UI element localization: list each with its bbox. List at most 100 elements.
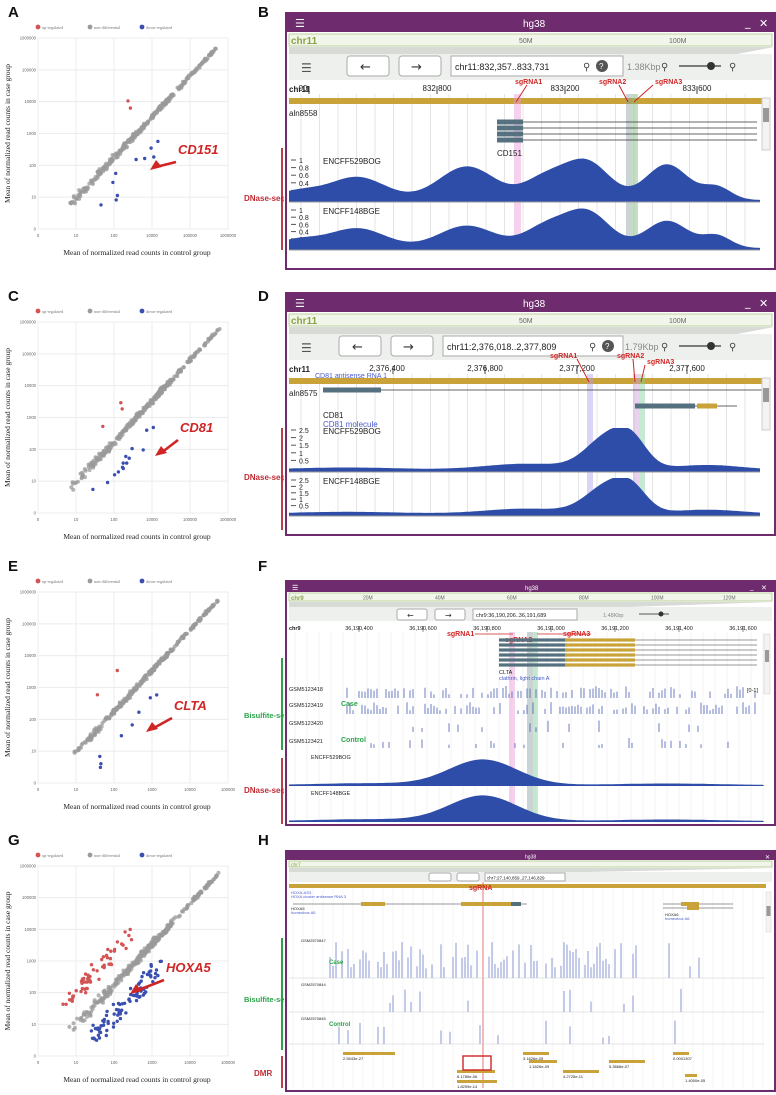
arrow-left-icon: ← [352, 340, 363, 355]
point-non-differential [177, 85, 182, 90]
back-button[interactable] [346, 55, 390, 77]
track-name: ENCFF148BGE [323, 477, 380, 486]
close-icon[interactable]: ✕ [759, 17, 768, 30]
dmr-pvalue: 5.3868e-07 [609, 1064, 630, 1069]
y-tick-label: 1000000 [20, 320, 37, 325]
zoom-in-icon[interactable]: ⚲ [729, 342, 736, 353]
close-icon[interactable]: ✕ [759, 297, 768, 310]
ruler-label: 2,376,800 [467, 364, 503, 373]
track-y-label: 0.5 [299, 458, 309, 465]
zoom-out-icon[interactable]: ⚲ [661, 62, 668, 73]
minimize-icon[interactable]: _ [744, 16, 751, 29]
back-button[interactable] [396, 608, 428, 621]
tracklist-icon[interactable]: ☰ [301, 61, 312, 75]
gene-name: HOXA-AS3 [291, 890, 312, 895]
zoom-out-icon[interactable]: ⚲ [661, 342, 668, 353]
span-label: 1.38Kbp [627, 62, 661, 72]
point-non-differential [78, 189, 83, 194]
point-non-differential [157, 391, 162, 395]
x-tick-label: 100 [111, 233, 119, 238]
tracklist-icon[interactable]: ☰ [301, 341, 312, 355]
forward-button[interactable] [398, 55, 442, 77]
dmr-pvalue: 6.1785e-06 [457, 1074, 478, 1079]
help-icon[interactable] [602, 340, 614, 352]
point-down-regulated [98, 765, 103, 770]
point-non-differential [169, 649, 174, 654]
transcript-exon [499, 663, 567, 667]
transcript-utr [565, 653, 635, 657]
point-non-differential [108, 986, 113, 991]
legend-non-differential-marker [87, 308, 93, 314]
back-button[interactable] [338, 335, 382, 357]
scatter-plot-c: up-regulated non-differential down-regulat… [0, 304, 245, 549]
zoom-slider[interactable] [707, 62, 715, 70]
gene-label: CLTA [174, 698, 207, 713]
point-up-regulated [115, 940, 120, 944]
sgrna-arrow [618, 84, 629, 103]
point-non-differential [197, 892, 201, 897]
locus-input[interactable] [442, 335, 624, 357]
point-down-regulated [149, 969, 153, 973]
zoom-slider[interactable] [658, 611, 664, 617]
point-non-differential [99, 724, 104, 729]
transcript-exon [681, 902, 699, 906]
zoom-in-icon[interactable]: ⚲ [729, 62, 736, 73]
minimize-icon[interactable]: _ [749, 583, 754, 591]
point-non-differential [92, 998, 97, 1003]
point-non-differential [97, 726, 101, 731]
y-axis-label: Mean of normalized read counts in case g… [3, 891, 12, 1030]
point-down-regulated [119, 734, 124, 738]
search-icon[interactable]: ⚲ [583, 62, 590, 73]
forward-button[interactable] [390, 335, 434, 357]
search-icon[interactable]: ⚲ [589, 342, 596, 353]
point-down-regulated [139, 979, 143, 983]
sgrna-arrow [632, 358, 636, 383]
point-up-regulated [84, 991, 88, 995]
locus-input[interactable] [472, 608, 578, 621]
dnase-label-b: DNase-seq [244, 194, 284, 203]
point-non-differential [107, 441, 112, 446]
point-non-differential [188, 627, 193, 632]
sgrna-label: sgRNA2 [617, 353, 644, 360]
panel-letter-c: C [8, 288, 19, 305]
menu-icon[interactable]: ☰ [292, 584, 298, 592]
help-icon[interactable] [596, 60, 608, 72]
point-non-differential [185, 905, 190, 910]
transcript-exon [499, 658, 567, 662]
point-non-differential [146, 943, 151, 948]
menu-icon[interactable]: ☰ [295, 297, 305, 310]
locus-input[interactable] [450, 55, 624, 77]
zoom-slider[interactable] [707, 342, 715, 350]
menu-icon[interactable]: ☰ [295, 17, 305, 30]
y-tick-label: 1000 [27, 131, 37, 136]
scrollbar-thumb [765, 650, 769, 662]
point-non-differential [203, 343, 208, 348]
point-non-differential [68, 200, 73, 205]
reference-bar [289, 378, 762, 384]
transcript-exon [461, 902, 511, 906]
x-tick-label: 100 [111, 787, 119, 792]
gene-name: HOXA5 [291, 906, 305, 911]
case-label: Case [341, 701, 358, 708]
legend-up-marker [35, 308, 41, 314]
point-non-differential [130, 419, 135, 424]
locus-input[interactable] [484, 872, 566, 882]
point-non-differential [90, 463, 95, 468]
side-label-f: Bisulfite-seq DNase-seq [244, 658, 289, 824]
point-non-differential [201, 613, 206, 618]
point-non-differential [116, 704, 121, 709]
close-icon[interactable]: ✕ [761, 584, 767, 592]
forward-button[interactable] [456, 872, 480, 882]
minimize-icon[interactable]: _ [744, 296, 751, 309]
point-down-regulated [153, 976, 157, 980]
point-non-differential [156, 394, 161, 399]
close-icon[interactable]: ✕ [765, 854, 770, 861]
control-label: Control [341, 737, 366, 744]
point-down-regulated [130, 446, 134, 451]
back-button[interactable] [428, 872, 452, 882]
forward-button[interactable] [434, 608, 466, 621]
scrollbar-thumb [763, 108, 769, 122]
sample-name: GSM2570845 [301, 1016, 326, 1021]
point-up-regulated [80, 977, 85, 982]
point-non-differential [135, 961, 140, 966]
